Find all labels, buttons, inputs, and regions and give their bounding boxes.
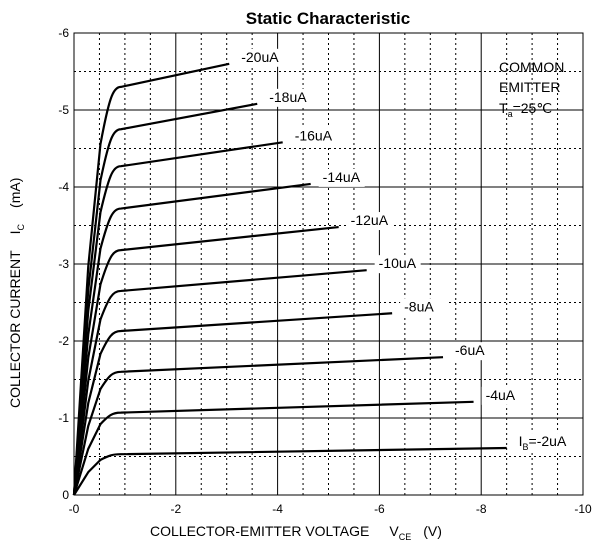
- curve-line: [72, 225, 339, 496]
- chart-title: Static Characteristic: [246, 9, 410, 28]
- curve-label: -14uA: [323, 169, 361, 185]
- y-tick-label: -1: [58, 411, 69, 425]
- note-line-1: COMMON: [499, 59, 564, 75]
- x-tick-label: -2: [170, 502, 181, 516]
- curve-label-backdrop: [265, 88, 312, 107]
- curve-label: -16uA: [295, 127, 333, 143]
- curve-label-backdrop: [346, 212, 393, 231]
- x-axis-unit: (V): [423, 523, 442, 539]
- note-ta-value: =25℃: [513, 100, 552, 116]
- curve-line: [72, 356, 444, 496]
- curve-line: [72, 269, 367, 496]
- y-tick-label: -4: [58, 180, 69, 194]
- curve-label: -12uA: [351, 212, 389, 228]
- tick-labels: -0 -2 -4 -6 -8 -10 0 -1 -2 -3 -4 -5 -6: [58, 26, 592, 516]
- curve-label-backdrop: [318, 168, 365, 187]
- curve-line: [72, 400, 474, 496]
- curve-label: IB=-2uA: [519, 433, 567, 452]
- x-axis-subscript: CE: [399, 532, 412, 542]
- curve-line: [73, 446, 507, 496]
- plot-frame: [73, 32, 584, 496]
- curve-line: [72, 102, 258, 496]
- curve-label: -8uA: [404, 298, 434, 314]
- y-axis-symbol: I: [7, 230, 23, 234]
- x-axis-label-text: COLLECTOR-EMITTER VOLTAGE: [150, 523, 369, 539]
- note-ta-subscript: a: [508, 109, 513, 119]
- curve-label-backdrop: [400, 298, 447, 317]
- y-axis-unit: (mA): [7, 178, 23, 208]
- curve-label-backdrop: [481, 386, 528, 405]
- x-tick-label: -4: [272, 502, 283, 516]
- y-tick-label: -6: [58, 26, 69, 40]
- note-line-3: Ta=25℃: [499, 100, 552, 119]
- curve-label: -18uA: [269, 89, 307, 105]
- y-axis-subscript: C: [16, 223, 26, 230]
- x-axis-label: COLLECTOR-EMITTER VOLTAGE VCE (V): [150, 523, 442, 542]
- y-tick-label: -3: [58, 257, 69, 271]
- note-line-2: EMITTER: [499, 79, 560, 95]
- curve-label-backdrop: [290, 127, 337, 146]
- x-tick-label: -10: [574, 502, 592, 516]
- y-tick-label: 0: [62, 488, 69, 502]
- curve-label: -4uA: [486, 387, 516, 403]
- note-ta-symbol: T: [499, 100, 508, 116]
- curves: [72, 62, 507, 496]
- y-axis-label: COLLECTOR CURRENT IC (mA): [7, 178, 26, 408]
- common-emitter-note: COMMON EMITTER Ta=25℃: [499, 59, 564, 119]
- curve-line: [72, 182, 311, 496]
- y-axis-label-text: COLLECTOR CURRENT: [7, 250, 23, 408]
- y-tick-label: -2: [58, 334, 69, 348]
- curve-label-backdrop: [374, 255, 421, 274]
- curve-label: -20uA: [241, 49, 279, 65]
- x-tick-label: -6: [374, 502, 385, 516]
- y-tick-label: -5: [58, 103, 69, 117]
- curve-label-backdrop: [514, 433, 581, 452]
- curve-label-backdrop: [237, 48, 284, 67]
- curve-labels: -20uA -18uA -16uA -14uA -12uA -10uA -8uA -6uA -4…: [237, 48, 581, 452]
- x-axis-symbol: V: [389, 523, 399, 539]
- curve-label: -10uA: [379, 255, 417, 271]
- x-tick-label: -0: [69, 502, 80, 516]
- curve-line: [72, 62, 230, 496]
- curve-line: [72, 141, 283, 496]
- curve-label-backdrop: [451, 342, 498, 361]
- x-tick-label: -8: [476, 502, 487, 516]
- curve-label: -6uA: [455, 342, 485, 358]
- curve-line: [72, 312, 393, 496]
